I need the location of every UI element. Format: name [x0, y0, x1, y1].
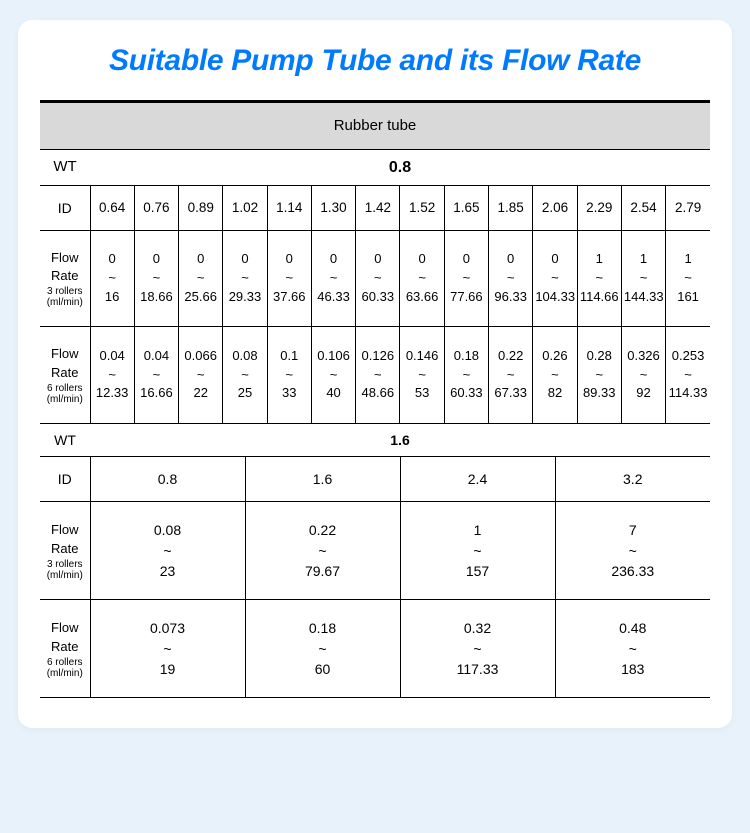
flow-cell: 0~18.66: [134, 230, 178, 327]
wt-label-2: WT: [40, 424, 90, 457]
id-cell: 1.42: [356, 185, 400, 230]
flow3-row-2: Flow Rate 3 rollers (ml/min) 0.08~23 0.2…: [40, 502, 710, 600]
flow-cell: 0~29.33: [223, 230, 267, 327]
flow-cell: 0.04~12.33: [90, 327, 134, 424]
flow-cell: 0.48~183: [555, 600, 710, 698]
flow-cell: 1~161: [666, 230, 710, 327]
id-cell: 3.2: [555, 457, 710, 502]
flow-cell: 0.1~33: [267, 327, 311, 424]
flow6-label-2: Flow Rate 6 rollers (ml/min): [40, 600, 90, 698]
wt-value-2: 1.6: [90, 424, 710, 457]
flow-cell: 0.18~60: [245, 600, 400, 698]
wt-value-1: 0.8: [90, 149, 710, 185]
id-label-1: ID: [40, 185, 90, 230]
flow-cell: 0.04~16.66: [134, 327, 178, 424]
flow-cell: 0~63.66: [400, 230, 444, 327]
flow-cell: 0.066~22: [179, 327, 223, 424]
flow-cell: 0.106~40: [311, 327, 355, 424]
flow6-label-1: Flow Rate 6 rollers (ml/min): [40, 327, 90, 424]
flow-cell: 0~104.33: [533, 230, 577, 327]
flow3-label-1: Flow Rate 3 rollers (ml/min): [40, 230, 90, 327]
flow-cell: 0.28~89.33: [577, 327, 621, 424]
flow-cell: 0~37.66: [267, 230, 311, 327]
wt-label-1: WT: [40, 149, 90, 185]
id-cell: 2.4: [400, 457, 555, 502]
id-cell: 1.52: [400, 185, 444, 230]
flow-cell: 0~96.33: [489, 230, 533, 327]
flow-cell: 0~60.33: [356, 230, 400, 327]
flow-cell: 0~77.66: [444, 230, 488, 327]
id-cell: 1.65: [444, 185, 488, 230]
id-label-2: ID: [40, 457, 90, 502]
id-cell: 1.6: [245, 457, 400, 502]
flow-cell: 0.326~92: [621, 327, 665, 424]
flow-cell: 0.22~79.67: [245, 502, 400, 600]
page-title: Suitable Pump Tube and its Flow Rate: [40, 44, 710, 78]
flow-cell: 0.08~25: [223, 327, 267, 424]
flow-cell: 0.26~82: [533, 327, 577, 424]
flow-cell: 0~25.66: [179, 230, 223, 327]
flow3-label-2: Flow Rate 3 rollers (ml/min): [40, 502, 90, 600]
flow3-row-1: Flow Rate 3 rollers (ml/min) 0~16 0~18.6…: [40, 230, 710, 327]
id-cell: 0.64: [90, 185, 134, 230]
id-cell: 0.8: [90, 457, 245, 502]
id-cell: 1.30: [311, 185, 355, 230]
id-row-1: ID 0.64 0.76 0.89 1.02 1.14 1.30 1.42 1.…: [40, 185, 710, 230]
flow-cell: 0.073~19: [90, 600, 245, 698]
header-band: Rubber tube: [40, 102, 710, 150]
flow-cell: 0.126~48.66: [356, 327, 400, 424]
card: Suitable Pump Tube and its Flow Rate Rub…: [18, 20, 732, 728]
id-cell: 1.14: [267, 185, 311, 230]
flow-cell: 1~144.33: [621, 230, 665, 327]
flow-cell: 1~114.66: [577, 230, 621, 327]
flow-cell: 1~157: [400, 502, 555, 600]
id-cell: 2.06: [533, 185, 577, 230]
flow-cell: 0.22~67.33: [489, 327, 533, 424]
table-section-2: WT 1.6 ID 0.8 1.6 2.4 3.2 Flow Rate 3 ro…: [40, 424, 710, 698]
flow-cell: 7~236.33: [555, 502, 710, 600]
id-cell: 1.85: [489, 185, 533, 230]
flow-cell: 0.32~117.33: [400, 600, 555, 698]
flow-cell: 0~16: [90, 230, 134, 327]
flow-cell: 0.253~114.33: [666, 327, 710, 424]
id-cell: 0.89: [179, 185, 223, 230]
flow-cell: 0.146~53: [400, 327, 444, 424]
flow-cell: 0~46.33: [311, 230, 355, 327]
id-cell: 2.29: [577, 185, 621, 230]
id-cell: 1.02: [223, 185, 267, 230]
flow-cell: 0.08~23: [90, 502, 245, 600]
id-cell: 2.79: [666, 185, 710, 230]
flow6-row-2: Flow Rate 6 rollers (ml/min) 0.073~19 0.…: [40, 600, 710, 698]
flow6-row-1: Flow Rate 6 rollers (ml/min) 0.04~12.33 …: [40, 327, 710, 424]
flow-cell: 0.18~60.33: [444, 327, 488, 424]
id-row-2: ID 0.8 1.6 2.4 3.2: [40, 457, 710, 502]
id-cell: 0.76: [134, 185, 178, 230]
table-section-1: Rubber tube WT 0.8 ID 0.64 0.76 0.89 1.0…: [40, 100, 710, 424]
id-cell: 2.54: [621, 185, 665, 230]
